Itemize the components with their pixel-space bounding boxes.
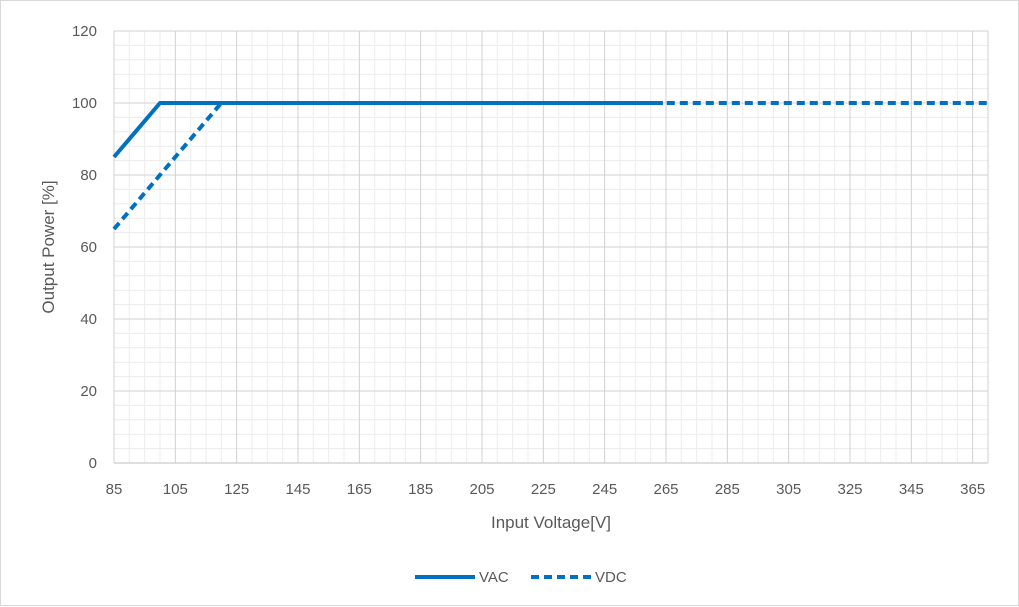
x-tick-label: 265 bbox=[653, 481, 678, 498]
major-grid bbox=[113, 30, 989, 464]
y-axis-title: Output Power [%] bbox=[39, 180, 58, 313]
y-tick-label: 20 bbox=[80, 383, 97, 400]
x-tick-label: 205 bbox=[469, 481, 494, 498]
y-tick-label: 60 bbox=[80, 239, 97, 256]
y-tick-labels: 0 20 40 60 80 100 120 bbox=[72, 23, 97, 472]
x-tick-label: 185 bbox=[408, 481, 433, 498]
x-tick-label: 225 bbox=[531, 481, 556, 498]
x-tick-label: 105 bbox=[163, 481, 188, 498]
y-tick-label: 120 bbox=[72, 23, 97, 40]
x-tick-label: 145 bbox=[285, 481, 310, 498]
x-tick-label: 165 bbox=[347, 481, 372, 498]
legend: VAC VDC bbox=[415, 569, 627, 586]
x-tick-label: 365 bbox=[960, 481, 985, 498]
series-layer bbox=[112, 101, 988, 231]
y-tick-label: 0 bbox=[89, 455, 97, 472]
x-tick-label: 85 bbox=[106, 481, 123, 498]
y-tick-label: 80 bbox=[80, 167, 97, 184]
x-tick-label: 305 bbox=[776, 481, 801, 498]
x-axis-title: Input Voltage[V] bbox=[491, 513, 611, 532]
x-tick-label: 245 bbox=[592, 481, 617, 498]
legend-label-vdc: VDC bbox=[595, 569, 627, 586]
y-tick-label: 100 bbox=[72, 95, 97, 112]
legend-label-vac: VAC bbox=[479, 569, 509, 586]
x-tick-labels: 85 105 125 145 165 185 205 225 245 265 285 305 325 34… bbox=[106, 481, 986, 498]
x-tick-label: 325 bbox=[837, 481, 862, 498]
y-tick-label: 40 bbox=[80, 311, 97, 328]
x-tick-label: 285 bbox=[715, 481, 740, 498]
x-tick-label: 125 bbox=[224, 481, 249, 498]
x-tick-label: 345 bbox=[899, 481, 924, 498]
series-vac-line bbox=[112, 101, 663, 159]
series-vdc-line bbox=[112, 101, 988, 231]
